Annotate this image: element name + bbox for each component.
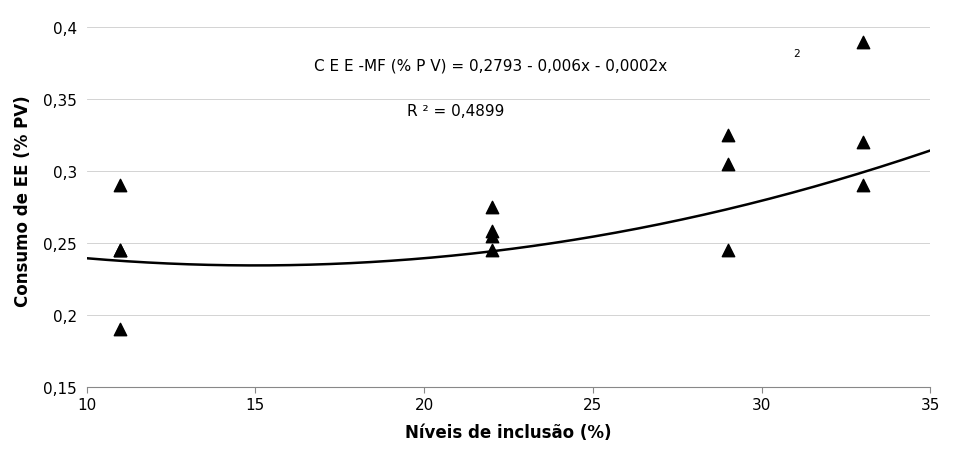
Point: [483, 233, 498, 240]
Point: [112, 247, 128, 254]
Point: [720, 132, 735, 139]
Point: [720, 247, 735, 254]
Text: R ² = 0,4899: R ² = 0,4899: [407, 103, 504, 118]
Y-axis label: Consumo de EE (% PV): Consumo de EE (% PV): [14, 95, 31, 306]
Point: [855, 139, 870, 147]
Text: C E E -MF (% P V) = 0,2793 - 0,006x - 0,0002x: C E E -MF (% P V) = 0,2793 - 0,006x - 0,…: [314, 59, 667, 74]
Point: [112, 326, 128, 333]
Point: [112, 247, 128, 254]
Point: [855, 39, 870, 46]
Point: [112, 182, 128, 190]
Point: [483, 247, 498, 254]
X-axis label: Níveis de inclusão (%): Níveis de inclusão (%): [405, 423, 611, 441]
Point: [720, 161, 735, 168]
Text: 2: 2: [792, 49, 799, 59]
Point: [855, 182, 870, 190]
Point: [483, 204, 498, 211]
Point: [483, 228, 498, 236]
